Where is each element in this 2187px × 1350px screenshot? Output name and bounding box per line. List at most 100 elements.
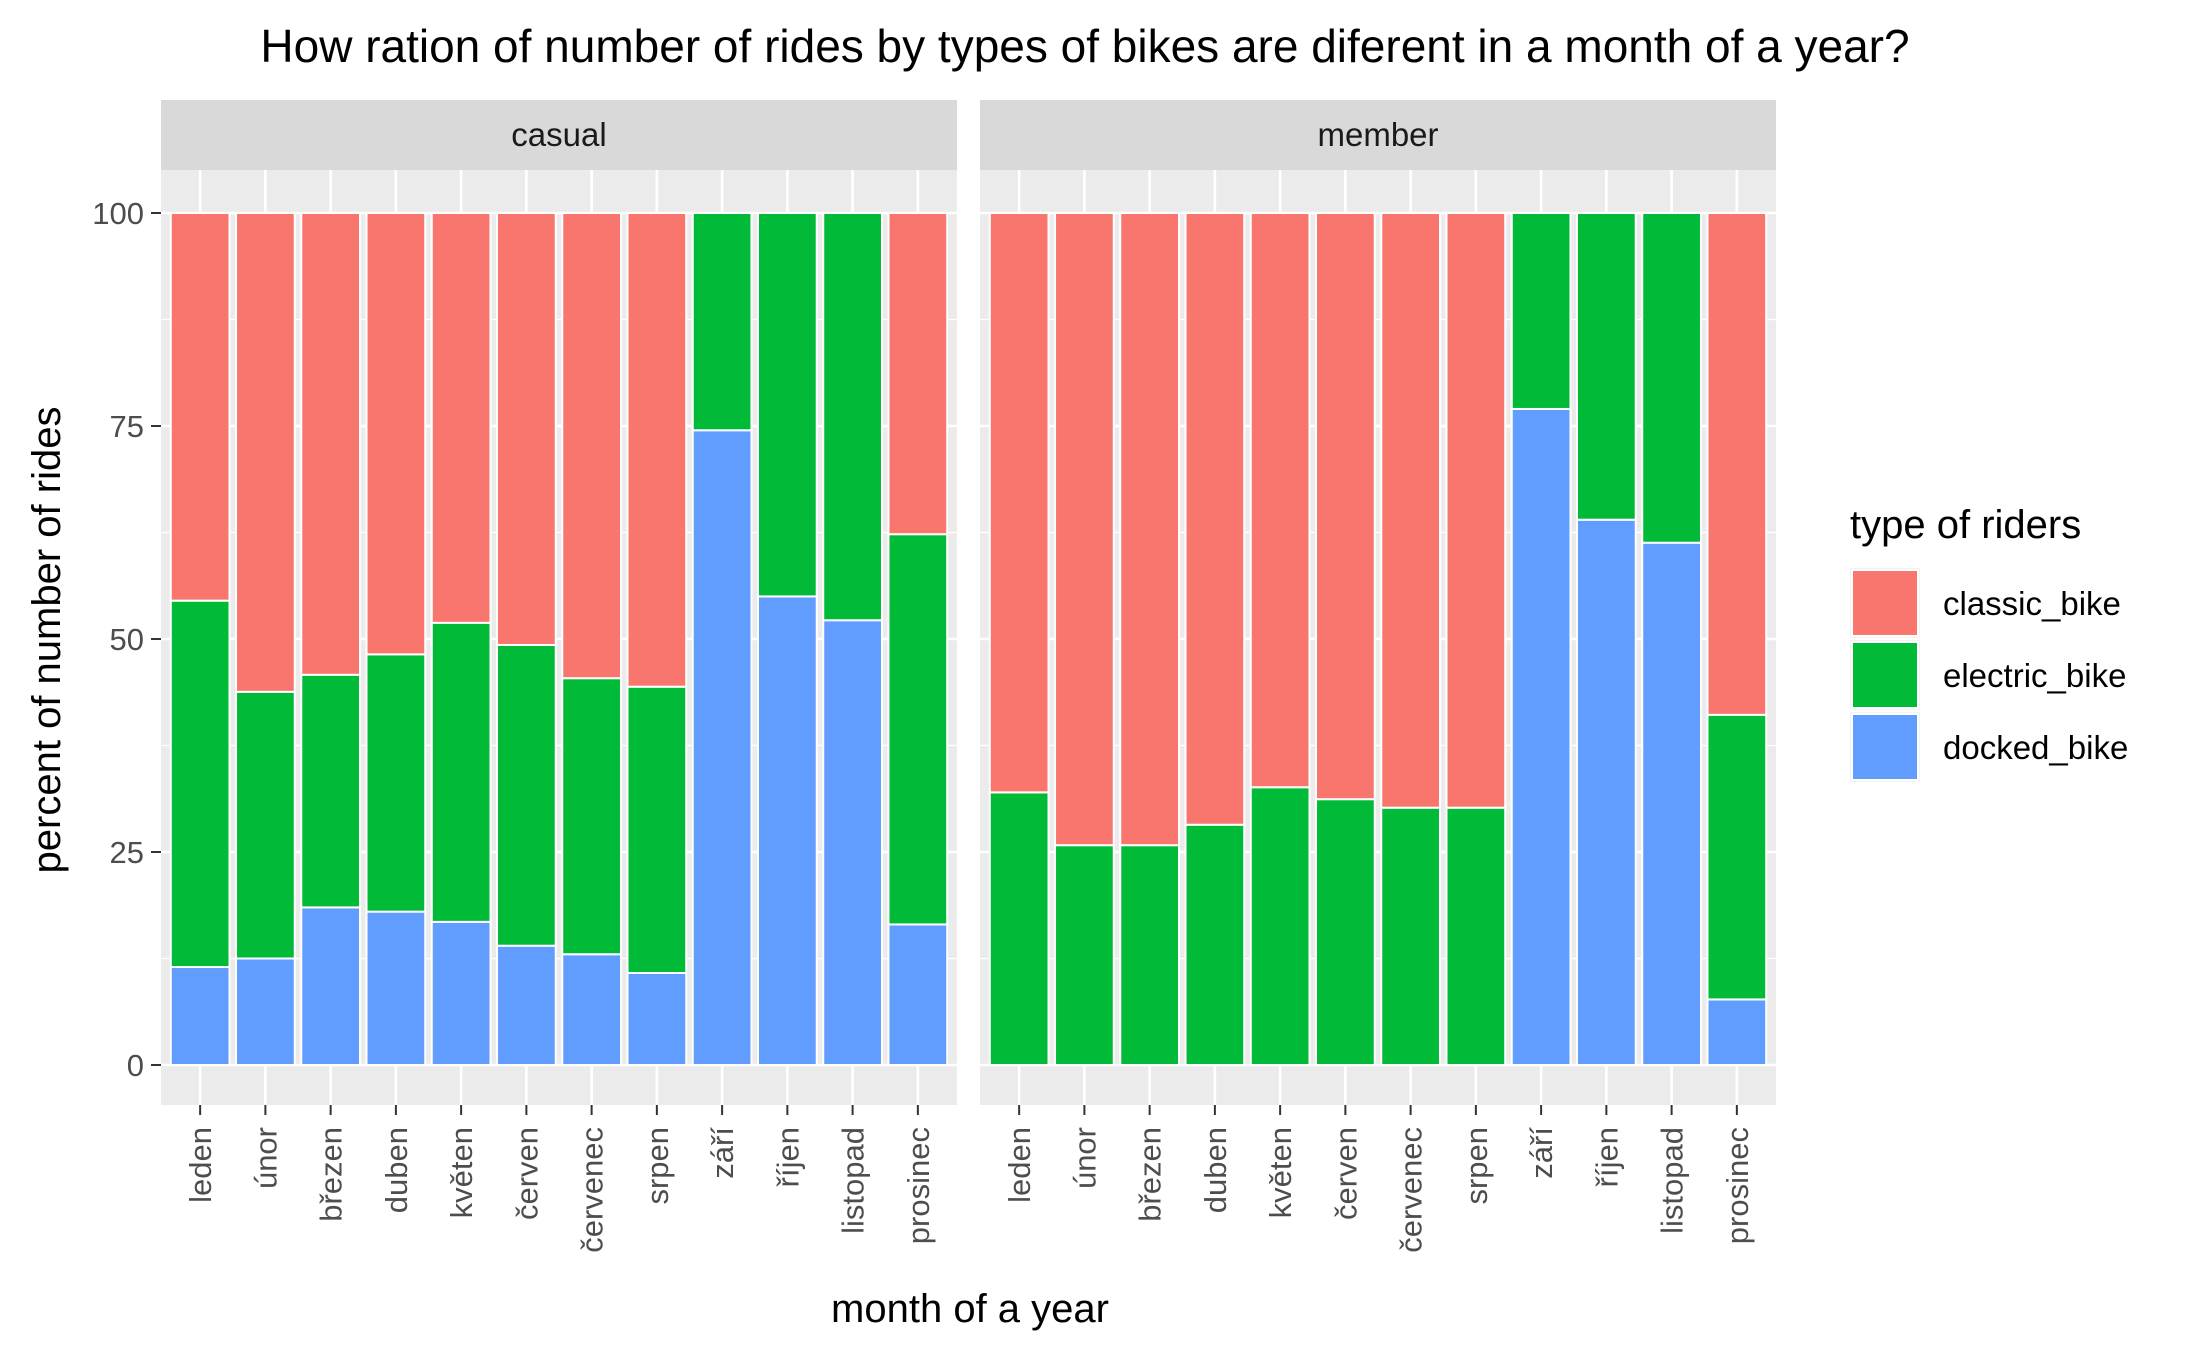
bar-segment-electric_bike <box>1054 844 1115 1067</box>
bar-segment-docked_bike <box>365 910 427 1067</box>
bar-segment-electric_bike <box>988 791 1050 1066</box>
y-tick-label: 100 <box>92 196 144 231</box>
x-tick-label: listopad <box>1655 1127 1690 1234</box>
bar-segment-docked_bike <box>691 429 753 1066</box>
bar-segment-docked_bike <box>626 971 688 1067</box>
legend-item-docked_bike: docked_bike <box>1850 712 2128 782</box>
bar-segment-electric_bike <box>496 643 557 947</box>
bar-segment-electric_bike <box>1576 212 1637 521</box>
bar-segment-electric_bike <box>822 212 883 622</box>
y-tick-label: 75 <box>110 409 144 444</box>
bar-segment-classic_bike <box>561 212 622 680</box>
x-tick-label: leden <box>1002 1127 1037 1203</box>
bar-segment-classic_bike <box>1249 212 1311 789</box>
y-axis-title: percent of number of rides <box>25 407 69 874</box>
x-tick-label: únor <box>248 1127 283 1189</box>
bar-segment-electric_bike <box>887 533 949 926</box>
x-tick-label: červen <box>1328 1127 1363 1220</box>
bar-segment-electric_bike <box>1249 786 1311 1066</box>
legend-label: docked_bike <box>1943 729 2128 766</box>
bar-segment-docked_bike <box>561 953 622 1066</box>
bar-segment-classic_bike <box>169 212 231 602</box>
x-tick-label: prosinec <box>1720 1127 1755 1244</box>
bar-segment-electric_bike <box>691 212 753 432</box>
bar-segment-docked_bike <box>235 957 296 1066</box>
y-tick-label: 50 <box>110 622 144 657</box>
bar-segment-classic_bike <box>1706 212 1768 716</box>
bar-segment-electric_bike <box>1445 806 1507 1066</box>
x-tick-label: únor <box>1067 1127 1102 1189</box>
x-tick-label: červenec <box>575 1127 610 1253</box>
facet-label: casual <box>511 116 606 153</box>
bar-segment-classic_bike <box>300 212 361 676</box>
facet-strip <box>161 100 957 170</box>
x-tick-label: září <box>705 1127 740 1179</box>
bar-segment-electric_bike <box>1641 212 1702 544</box>
panel-casual: casual leden únor březen duben květen červen če… <box>161 100 957 1253</box>
bar-segment-docked_bike <box>887 923 949 1066</box>
bar-segment-electric_bike <box>626 685 688 974</box>
bar-segment-docked_bike <box>169 966 231 1067</box>
legend-label: electric_bike <box>1943 657 2126 694</box>
bar-segment-classic_bike <box>1315 212 1376 801</box>
legend-title: type of riders <box>1850 503 2081 547</box>
facet-strip <box>980 100 1776 170</box>
bar-segment-classic_bike <box>365 212 427 656</box>
bar-segment-classic_bike <box>1119 212 1180 847</box>
x-tick-label: leden <box>183 1127 218 1203</box>
x-tick-label: říjen <box>770 1127 805 1187</box>
bar-segment-docked_bike <box>496 944 557 1066</box>
y-tick-label: 0 <box>127 1048 144 1083</box>
x-tick-label: červen <box>509 1127 544 1220</box>
facet-label: member <box>1317 116 1438 153</box>
bar-segment-electric_bike <box>169 599 231 969</box>
bar-segment-docked_bike <box>1706 998 1768 1066</box>
y-axis: 0 25 50 75 100 <box>92 196 161 1083</box>
x-tick-label: květen <box>1263 1127 1298 1218</box>
bar-segment-docked_bike <box>757 595 818 1067</box>
bar-segment-classic_bike <box>1445 212 1507 809</box>
legend-swatch <box>1851 641 1919 709</box>
bars <box>988 212 1768 1067</box>
legend-swatch <box>1851 569 1919 637</box>
bar-segment-electric_bike <box>1706 713 1768 1001</box>
panels: casual leden únor březen duben květen červen če… <box>92 100 1776 1253</box>
panel-member: member leden únor březen duben květen červen če… <box>980 100 1776 1253</box>
bar-segment-classic_bike <box>1184 212 1246 826</box>
bar-segment-electric_bike <box>1510 212 1572 410</box>
bar-segment-electric_bike <box>235 690 296 960</box>
bar-segment-classic_bike <box>887 212 949 536</box>
y-tick-label: 25 <box>110 835 144 870</box>
bar-segment-electric_bike <box>1119 844 1180 1067</box>
x-tick-label: prosinec <box>901 1127 936 1244</box>
x-tick-label: listopad <box>836 1127 871 1234</box>
bar-segment-electric_bike <box>1380 806 1441 1066</box>
bar-segment-docked_bike <box>430 920 492 1067</box>
x-axis-title: month of a year <box>831 1287 1109 1331</box>
bar-segment-classic_bike <box>235 212 296 693</box>
bar-segment-electric_bike <box>757 212 818 598</box>
legend-label: classic_bike <box>1943 585 2121 622</box>
bar-segment-classic_bike <box>1380 212 1441 809</box>
bar-segment-classic_bike <box>1054 212 1115 847</box>
bar-segment-electric_bike <box>561 677 622 956</box>
x-tick-label: březen <box>314 1127 349 1222</box>
x-tick-label: srpen <box>640 1127 675 1205</box>
legend-item-electric_bike: electric_bike <box>1850 640 2126 710</box>
bar-segment-docked_bike <box>1576 518 1637 1066</box>
bars <box>169 212 949 1067</box>
bar-segment-electric_bike <box>300 673 361 909</box>
bar-segment-docked_bike <box>300 906 361 1066</box>
x-tick-label: srpen <box>1459 1127 1494 1205</box>
x-tick-label: září <box>1524 1127 1559 1179</box>
bar-segment-classic_bike <box>988 212 1050 794</box>
bar-segment-classic_bike <box>626 212 688 688</box>
x-tick-label: květen <box>444 1127 479 1218</box>
x-tick-label: duben <box>1198 1127 1233 1213</box>
x-tick-label: březen <box>1133 1127 1168 1222</box>
bar-segment-docked_bike <box>1510 407 1572 1066</box>
bar-segment-classic_bike <box>430 212 492 624</box>
bar-segment-electric_bike <box>365 653 427 913</box>
bar-segment-electric_bike <box>1315 798 1376 1067</box>
